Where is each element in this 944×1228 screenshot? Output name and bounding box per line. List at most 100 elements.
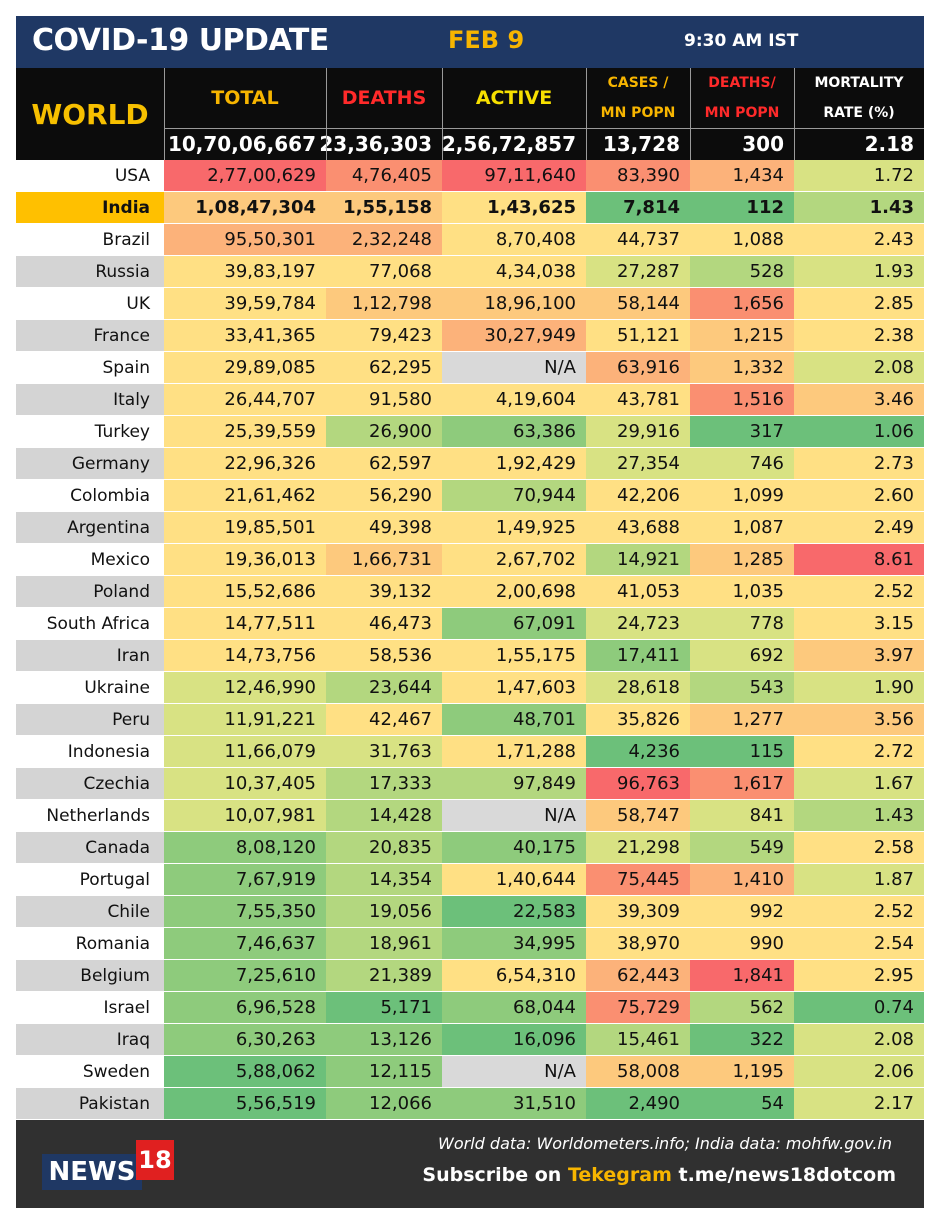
cell-deaths-mn: 322 xyxy=(690,1024,794,1055)
subscribe-line: Subscribe on Tekegram t.me/news18dotcom xyxy=(422,1164,896,1186)
cell-mortality: 2.43 xyxy=(794,224,924,255)
country-name: India xyxy=(16,192,164,223)
cell-active: 67,091 xyxy=(442,608,586,639)
cell-active: 6,54,310 xyxy=(442,960,586,991)
table-row: Canada 8,08,120 20,835 40,175 21,298 549 2.58 xyxy=(16,832,924,864)
cell-mortality: 3.56 xyxy=(794,704,924,735)
cell-deaths-mn: 1,410 xyxy=(690,864,794,895)
cell-total: 12,46,990 xyxy=(164,672,326,703)
cell-mortality: 2.08 xyxy=(794,352,924,383)
cell-total: 1,08,47,304 xyxy=(164,192,326,223)
cell-deaths-mn: 317 xyxy=(690,416,794,447)
cell-mortality: 2.60 xyxy=(794,480,924,511)
country-name: Romania xyxy=(16,928,164,959)
table-row: Iran 14,73,756 58,536 1,55,175 17,411 692 3.97 xyxy=(16,640,924,672)
country-name: Germany xyxy=(16,448,164,479)
cell-total: 95,50,301 xyxy=(164,224,326,255)
cell-cases-mn: 27,287 xyxy=(586,256,690,287)
cell-total: 2,77,00,629 xyxy=(164,160,326,191)
cell-total: 11,66,079 xyxy=(164,736,326,767)
country-name: Italy xyxy=(16,384,164,415)
cell-active: 30,27,949 xyxy=(442,320,586,351)
cell-total: 19,36,013 xyxy=(164,544,326,575)
cell-active: N/A xyxy=(442,1056,586,1087)
cell-total: 6,30,263 xyxy=(164,1024,326,1055)
table-row: Germany 22,96,326 62,597 1,92,429 27,354 746 2… xyxy=(16,448,924,480)
cell-mortality: 1.90 xyxy=(794,672,924,703)
world-mortality: 2.18 xyxy=(864,132,914,156)
table-row: Czechia 10,37,405 17,333 97,849 96,763 1,617 1… xyxy=(16,768,924,800)
cell-mortality: 2.06 xyxy=(794,1056,924,1087)
col-header-cases-per-mn-line1: CASES / xyxy=(607,75,669,91)
country-name: Israel xyxy=(16,992,164,1023)
cell-mortality: 2.95 xyxy=(794,960,924,991)
table-row: Iraq 6,30,263 13,126 16,096 15,461 322 2.08 xyxy=(16,1024,924,1056)
country-name: Mexico xyxy=(16,544,164,575)
world-label: WORLD xyxy=(31,97,149,131)
cell-active: N/A xyxy=(442,352,586,383)
cell-active: 48,701 xyxy=(442,704,586,735)
world-summary: WORLD TOTAL DEATHS ACTIVE CASES / MN POP… xyxy=(16,68,924,176)
cell-deaths: 77,068 xyxy=(326,256,442,287)
cell-mortality: 3.46 xyxy=(794,384,924,415)
cell-active: 1,55,175 xyxy=(442,640,586,671)
cell-deaths-mn: 1,332 xyxy=(690,352,794,383)
cell-total: 8,08,120 xyxy=(164,832,326,863)
subscribe-link[interactable]: t.me/news18dotcom xyxy=(671,1164,897,1186)
cell-deaths-mn: 990 xyxy=(690,928,794,959)
col-header-mortality-line1: MORTALITY xyxy=(814,75,904,91)
divider xyxy=(586,68,587,160)
cell-cases-mn: 29,916 xyxy=(586,416,690,447)
cell-cases-mn: 42,206 xyxy=(586,480,690,511)
cell-total: 21,61,462 xyxy=(164,480,326,511)
cell-deaths-mn: 1,841 xyxy=(690,960,794,991)
cell-deaths: 14,428 xyxy=(326,800,442,831)
table-row: Mexico 19,36,013 1,66,731 2,67,702 14,921 1,2… xyxy=(16,544,924,576)
cell-deaths: 39,132 xyxy=(326,576,442,607)
cell-deaths-mn: 562 xyxy=(690,992,794,1023)
infographic: COVID-19 UPDATE FEB 9 9:30 AM IST WORLD … xyxy=(16,16,924,1208)
table-row: USA 2,77,00,629 4,76,405 97,11,640 83,390 1,4… xyxy=(16,160,924,192)
cell-deaths: 49,398 xyxy=(326,512,442,543)
cell-active: 40,175 xyxy=(442,832,586,863)
cell-cases-mn: 27,354 xyxy=(586,448,690,479)
cell-deaths: 26,900 xyxy=(326,416,442,447)
cell-cases-mn: 43,781 xyxy=(586,384,690,415)
country-name: Poland xyxy=(16,576,164,607)
cell-deaths: 56,290 xyxy=(326,480,442,511)
cell-active: 1,47,603 xyxy=(442,672,586,703)
cell-total: 39,59,784 xyxy=(164,288,326,319)
table-row: Sweden 5,88,062 12,115 N/A 58,008 1,195 2.06 xyxy=(16,1056,924,1088)
cell-deaths: 1,66,731 xyxy=(326,544,442,575)
cell-deaths-mn: 746 xyxy=(690,448,794,479)
world-deaths: 23,36,303 xyxy=(319,132,432,156)
title-bar: COVID-19 UPDATE FEB 9 9:30 AM IST xyxy=(16,16,924,68)
country-name: Belgium xyxy=(16,960,164,991)
cell-cases-mn: 41,053 xyxy=(586,576,690,607)
table-row: Indonesia 11,66,079 31,763 1,71,288 4,236 115… xyxy=(16,736,924,768)
table-row: Russia 39,83,197 77,068 4,34,038 27,287 528 1.… xyxy=(16,256,924,288)
subscribe-channel: Tekegram xyxy=(567,1164,672,1186)
cell-deaths: 62,295 xyxy=(326,352,442,383)
cell-active: 97,11,640 xyxy=(442,160,586,191)
cell-total: 33,41,365 xyxy=(164,320,326,351)
cell-total: 39,83,197 xyxy=(164,256,326,287)
cell-mortality: 1.43 xyxy=(794,800,924,831)
cell-mortality: 1.67 xyxy=(794,768,924,799)
cell-cases-mn: 58,008 xyxy=(586,1056,690,1087)
divider xyxy=(164,68,165,160)
cell-cases-mn: 39,309 xyxy=(586,896,690,927)
cell-total: 22,96,326 xyxy=(164,448,326,479)
cell-deaths-mn: 841 xyxy=(690,800,794,831)
table-row: Romania 7,46,637 18,961 34,995 38,970 990 2.54 xyxy=(16,928,924,960)
cell-mortality: 2.72 xyxy=(794,736,924,767)
cell-total: 14,73,756 xyxy=(164,640,326,671)
cell-deaths-mn: 1,516 xyxy=(690,384,794,415)
cell-mortality: 1.43 xyxy=(794,192,924,223)
cell-cases-mn: 38,970 xyxy=(586,928,690,959)
cell-total: 10,37,405 xyxy=(164,768,326,799)
cell-active: 1,40,644 xyxy=(442,864,586,895)
cell-total: 5,88,062 xyxy=(164,1056,326,1087)
cell-cases-mn: 58,144 xyxy=(586,288,690,319)
cell-active: 68,044 xyxy=(442,992,586,1023)
